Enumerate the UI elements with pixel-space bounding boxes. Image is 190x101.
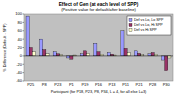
y-tick-label: 40 [18, 37, 23, 42]
bar [53, 52, 56, 56]
bar [70, 56, 73, 59]
x-axis [24, 55, 173, 56]
legend-label: Def vs Hi SPP [134, 28, 157, 32]
y-tick-label: 0 [20, 53, 23, 58]
bar [94, 43, 97, 56]
bar [168, 56, 171, 58]
y-tick-label: 20 [18, 45, 23, 50]
x-axis-label: Participant (for P18, P23, P8, P34, L = … [51, 90, 147, 94]
legend-swatch [129, 24, 132, 27]
bar [80, 54, 83, 56]
bar [97, 52, 100, 56]
legend-label: Def vs Lo, Lo SPP [134, 18, 164, 22]
bar [138, 53, 141, 56]
bar [121, 31, 124, 56]
y-tick [23, 39, 25, 40]
legend-swatch [129, 19, 132, 22]
legend: Def vs Lo, Lo SPPDef vs Lo, Hi SPPDef vs… [127, 16, 171, 35]
bar [32, 52, 35, 56]
y-tick-label: 100 [15, 11, 22, 16]
x-tick-label: P23 [54, 82, 62, 87]
x-tick-label: P13 [108, 82, 116, 87]
legend-label: Def vs Lo, Hi SPP [134, 23, 163, 27]
bar [26, 16, 29, 56]
y-tick-label: 60 [18, 28, 23, 33]
title: Effect of Gen (at each level of SPP) [59, 2, 139, 7]
y-tick [23, 30, 25, 31]
x-tick-label: P1 [69, 82, 75, 87]
bar [56, 54, 59, 56]
y-tick [23, 72, 25, 73]
legend-box [127, 16, 171, 35]
y-tick [23, 81, 25, 82]
bar [40, 39, 43, 56]
y-tick [23, 64, 25, 65]
x-tick-label: P11 [122, 82, 130, 87]
bars [26, 16, 171, 70]
subtitle: (Positive value for default/after baseli… [61, 7, 136, 12]
y-tick-label: -60 [16, 78, 23, 83]
chart: Effect of Gen (at each level of SPP)(Pos… [0, 0, 190, 101]
bar [87, 53, 90, 56]
bar [100, 54, 103, 56]
y-tick-label: -20 [16, 62, 23, 67]
x-tick-label: P28 [149, 82, 157, 87]
bar [127, 53, 130, 56]
x-tick-label: P19 [81, 82, 89, 87]
x-tick-label: P16 [95, 82, 103, 87]
bar [165, 56, 168, 71]
bar [151, 53, 154, 56]
y-tick-label: 80 [18, 20, 23, 25]
x-tick-label: P25 [27, 82, 35, 87]
plot-area [24, 14, 173, 81]
x-tick-label: P30 [163, 82, 171, 87]
bar [154, 54, 157, 56]
bar [110, 54, 113, 56]
y-axis-label: % Difference (Default - SPP) [3, 23, 7, 72]
bar [67, 56, 70, 58]
x-tick-label: P21 [136, 82, 144, 87]
bar [46, 54, 49, 56]
bar [161, 56, 164, 60]
bar [124, 48, 127, 56]
bar [43, 50, 46, 56]
x-tick-label: P8 [42, 82, 48, 87]
bar [29, 48, 32, 56]
bar [134, 51, 137, 56]
y-tick [23, 22, 25, 23]
bar [107, 53, 110, 56]
y-tick-label: -40 [16, 70, 23, 75]
bar [83, 51, 86, 56]
y-tick [23, 47, 25, 48]
bar [148, 54, 151, 56]
background [0, 0, 190, 101]
legend-swatch [129, 29, 132, 32]
y-tick [23, 14, 25, 15]
y-tick [23, 55, 25, 56]
